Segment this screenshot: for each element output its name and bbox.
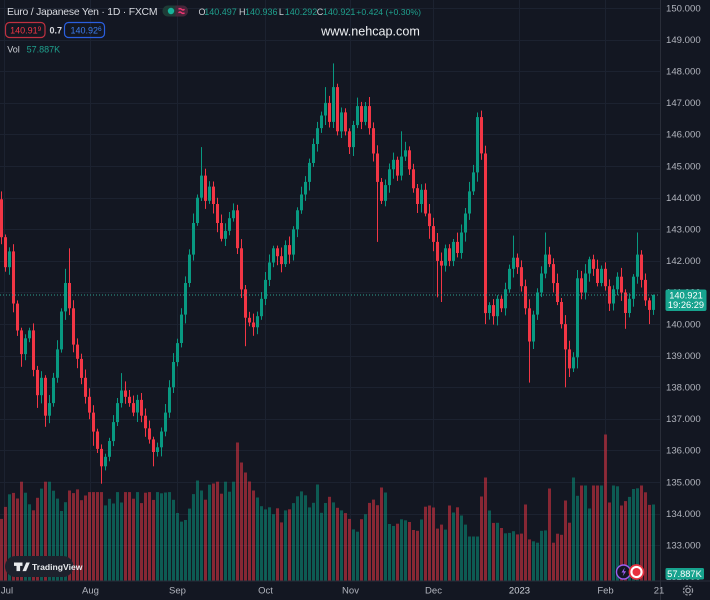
svg-text:Vol: Vol (7, 45, 20, 55)
svg-text:140.921: 140.921 (323, 7, 356, 17)
svg-text:O: O (199, 7, 206, 17)
svg-text:140.292: 140.292 (285, 7, 318, 17)
svg-text:57.887K: 57.887K (27, 45, 61, 55)
svg-text:147.000: 147.000 (666, 98, 701, 109)
svg-text:140.926: 140.926 (71, 25, 103, 35)
svg-text:142.000: 142.000 (666, 256, 701, 267)
svg-text:148.000: 148.000 (666, 67, 701, 78)
svg-text:Oct: Oct (258, 586, 273, 597)
svg-text:Nov: Nov (342, 586, 359, 597)
svg-text:140.000: 140.000 (666, 319, 701, 330)
svg-text:H: H (239, 7, 246, 17)
svg-text:146.000: 146.000 (666, 130, 701, 141)
svg-text:136.000: 136.000 (666, 446, 701, 457)
svg-text:C: C (317, 7, 324, 17)
svg-text:134.000: 134.000 (666, 509, 701, 520)
svg-text:138.000: 138.000 (666, 383, 701, 394)
svg-text:150.000: 150.000 (666, 3, 701, 14)
svg-text:19:26:29: 19:26:29 (668, 300, 704, 310)
svg-text:TradingView: TradingView (32, 562, 83, 572)
svg-text:140.919: 140.919 (10, 25, 42, 35)
svg-text:140.497: 140.497 (204, 7, 237, 17)
svg-text:Jul: Jul (1, 586, 13, 597)
svg-text:+0.424 (+0.30%): +0.424 (+0.30%) (356, 7, 421, 17)
svg-text:145.000: 145.000 (666, 161, 701, 172)
svg-text:Aug: Aug (82, 586, 99, 597)
svg-text:133.000: 133.000 (666, 541, 701, 552)
svg-text:57.887K: 57.887K (667, 569, 702, 579)
svg-text:Feb: Feb (597, 586, 613, 597)
svg-text:135.000: 135.000 (666, 477, 701, 488)
svg-text:L: L (279, 7, 284, 17)
svg-text:Sep: Sep (169, 586, 186, 597)
svg-text:140.936: 140.936 (245, 7, 278, 17)
svg-text:140.921: 140.921 (669, 291, 703, 301)
svg-text:139.000: 139.000 (666, 351, 701, 362)
svg-text:Euro / Japanese Yen · 1D · FXC: Euro / Japanese Yen · 1D · FXCM (7, 7, 157, 18)
svg-text:2023: 2023 (509, 586, 530, 597)
svg-text:137.000: 137.000 (666, 414, 701, 425)
svg-text:143.000: 143.000 (666, 225, 701, 236)
svg-text:Dec: Dec (425, 586, 442, 597)
svg-text:144.000: 144.000 (666, 193, 701, 204)
svg-text:0.7: 0.7 (50, 25, 63, 35)
svg-text:www.nehcap.com: www.nehcap.com (320, 25, 420, 39)
svg-text:21: 21 (654, 586, 665, 597)
svg-text:149.000: 149.000 (666, 35, 701, 46)
